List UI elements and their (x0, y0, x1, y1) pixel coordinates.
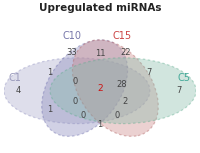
Text: 2: 2 (97, 84, 103, 93)
Text: Upregulated miRNAs: Upregulated miRNAs (39, 3, 161, 13)
Text: 2: 2 (122, 97, 128, 106)
Text: C15: C15 (113, 31, 132, 41)
Ellipse shape (72, 40, 158, 136)
Text: 22: 22 (121, 48, 131, 57)
Text: 28: 28 (117, 80, 127, 89)
Text: 0: 0 (72, 97, 78, 106)
Text: 0: 0 (115, 111, 120, 120)
Text: 0: 0 (72, 77, 78, 86)
Text: 1: 1 (47, 68, 53, 77)
Text: 1: 1 (47, 105, 53, 114)
Text: 7: 7 (146, 68, 152, 77)
Text: 7: 7 (176, 86, 181, 95)
Text: 11: 11 (95, 49, 105, 58)
Ellipse shape (50, 58, 196, 124)
Ellipse shape (42, 40, 128, 136)
Text: C5: C5 (177, 73, 190, 83)
Text: 4: 4 (16, 86, 21, 95)
Text: C10: C10 (63, 31, 82, 41)
Text: 33: 33 (67, 48, 78, 57)
Text: 1: 1 (97, 120, 103, 129)
Ellipse shape (4, 58, 150, 124)
Text: C1: C1 (8, 73, 21, 83)
Text: 0: 0 (80, 111, 85, 120)
